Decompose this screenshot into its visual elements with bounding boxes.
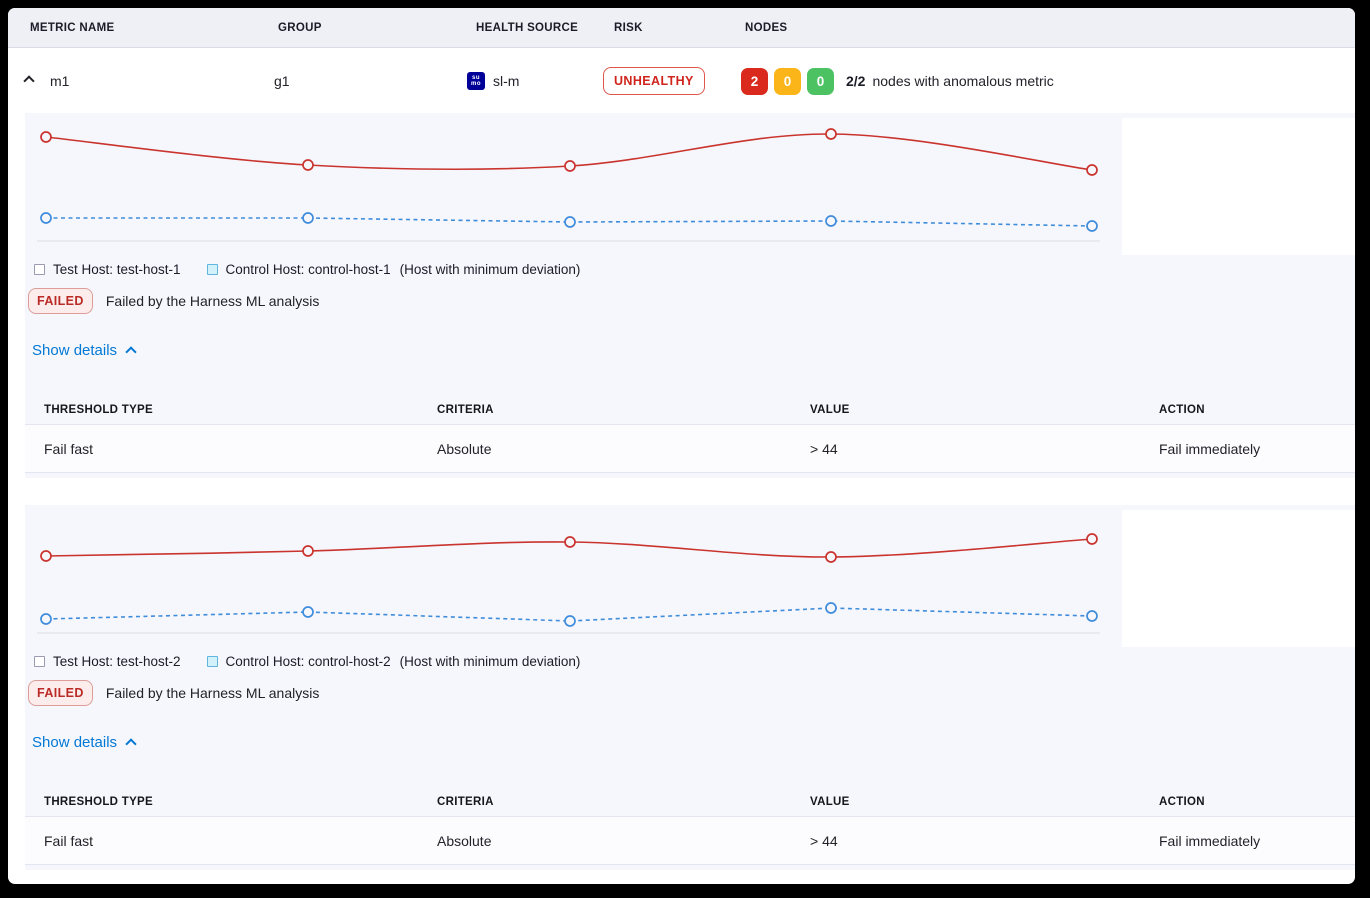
metric-timeseries-chart[interactable]: [25, 505, 1110, 645]
column-header-metric-name: METRIC NAME: [30, 22, 115, 34]
analysis-status-row: FAILED Failed by the Harness ML analysis: [28, 288, 319, 314]
analysis-status-message: Failed by the Harness ML analysis: [105, 293, 320, 309]
host-analysis-section: Test Host: test-host-2 Control Host: con…: [25, 505, 1355, 870]
show-details-toggle[interactable]: Show details: [32, 342, 137, 359]
chart-legend: Test Host: test-host-2 Control Host: con…: [34, 652, 580, 670]
threshold-table-row: Fail fast Absolute > 44 Fail immediately: [25, 817, 1355, 865]
chart-legend: Test Host: test-host-1 Control Host: con…: [34, 260, 580, 278]
health-source-cell: su mo sl-m: [467, 49, 519, 113]
sumologic-icon: su mo: [467, 72, 485, 90]
value-header: VALUE: [810, 795, 850, 808]
test-host-legend-label: Test Host: test-host-1: [53, 261, 181, 277]
show-details-label: Show details: [32, 342, 118, 359]
warning-nodes-badge: 0: [774, 67, 801, 95]
failed-badge: FAILED: [28, 680, 93, 706]
risk-badge: UNHEALTHY: [603, 67, 705, 95]
chevron-up-icon: [23, 75, 35, 87]
chevron-up-icon: [125, 738, 137, 750]
minimum-deviation-note: (Host with minimum deviation): [399, 261, 581, 277]
analysis-status-row: FAILED Failed by the Harness ML analysis: [28, 680, 319, 706]
threshold-table-header: THRESHOLD TYPE CRITERIA VALUE ACTION: [25, 394, 1355, 425]
control-host-legend-marker-icon: [206, 655, 218, 667]
health-source-name: sl-m: [493, 73, 520, 89]
value-cell: > 44: [810, 833, 838, 849]
value-cell: > 44: [810, 441, 838, 457]
threshold-table-header: THRESHOLD TYPE CRITERIA VALUE ACTION: [25, 786, 1355, 817]
healthy-nodes-badge: 0: [807, 67, 834, 95]
column-header-risk: RISK: [614, 22, 643, 34]
threshold-type-header: THRESHOLD TYPE: [44, 403, 153, 416]
sumologic-icon-text-top: su: [471, 75, 480, 81]
group-value: g1: [274, 73, 290, 89]
collapse-row-button[interactable]: [23, 49, 35, 113]
control-host-legend-label: Control Host: control-host-2: [225, 653, 391, 669]
chart-side-panel: [1122, 118, 1355, 255]
chevron-up-icon: [125, 346, 137, 358]
legend-item-test-host[interactable]: Test Host: test-host-1: [34, 262, 181, 277]
action-cell: Fail immediately: [1159, 441, 1261, 457]
show-details-label: Show details: [32, 734, 118, 751]
threshold-type-cell: Fail fast: [44, 441, 94, 457]
criteria-cell: Absolute: [437, 833, 492, 849]
threshold-table-row: Fail fast Absolute > 44 Fail immediately: [25, 425, 1355, 473]
criteria-header: CRITERIA: [437, 403, 494, 416]
criteria-cell: Absolute: [437, 441, 492, 457]
legend-item-control-host[interactable]: Control Host: control-host-2: [206, 653, 391, 669]
host-analysis-section: Test Host: test-host-1 Control Host: con…: [25, 113, 1355, 478]
nodes-summary: nodes with anomalous metric: [872, 73, 1054, 89]
nodes-cell: 2 0 0 2/2 nodes with anomalous metric: [741, 49, 1054, 113]
show-details-toggle[interactable]: Show details: [32, 734, 137, 751]
chart-side-panel: [1122, 510, 1355, 647]
metric-name-value: m1: [50, 73, 70, 89]
metric-timeseries-chart[interactable]: [25, 113, 1110, 253]
metric-row[interactable]: m1 g1 su mo sl-m UNHEALTHY 2 0 0 2/2 nod…: [8, 49, 1355, 113]
action-header: ACTION: [1159, 403, 1205, 416]
control-host-legend-marker-icon: [206, 263, 218, 275]
action-header: ACTION: [1159, 795, 1205, 808]
column-header-health-source: HEALTH SOURCE: [476, 22, 579, 34]
test-host-legend-marker-icon: [34, 655, 45, 667]
metrics-analysis-panel: METRIC NAME GROUP HEALTH SOURCE RISK NOD…: [8, 8, 1355, 884]
nodes-ratio: 2/2: [846, 73, 866, 89]
column-header-group: GROUP: [278, 22, 322, 34]
failed-badge: FAILED: [28, 288, 93, 314]
criteria-header: CRITERIA: [437, 795, 494, 808]
threshold-type-header: THRESHOLD TYPE: [44, 795, 153, 808]
minimum-deviation-note: (Host with minimum deviation): [399, 653, 581, 669]
column-header-nodes: NODES: [745, 22, 788, 34]
sumologic-icon-text-bottom: mo: [471, 81, 481, 87]
threshold-type-cell: Fail fast: [44, 833, 94, 849]
anomalous-nodes-badge: 2: [741, 67, 768, 95]
analysis-status-message: Failed by the Harness ML analysis: [105, 685, 320, 701]
control-host-legend-label: Control Host: control-host-1: [225, 261, 391, 277]
test-host-legend-marker-icon: [34, 263, 45, 275]
legend-item-test-host[interactable]: Test Host: test-host-2: [34, 654, 181, 669]
value-header: VALUE: [810, 403, 850, 416]
action-cell: Fail immediately: [1159, 833, 1261, 849]
legend-item-control-host[interactable]: Control Host: control-host-1: [206, 261, 391, 277]
test-host-legend-label: Test Host: test-host-2: [53, 653, 181, 669]
table-header-row: METRIC NAME GROUP HEALTH SOURCE RISK NOD…: [8, 8, 1355, 48]
risk-cell: UNHEALTHY: [603, 49, 705, 113]
